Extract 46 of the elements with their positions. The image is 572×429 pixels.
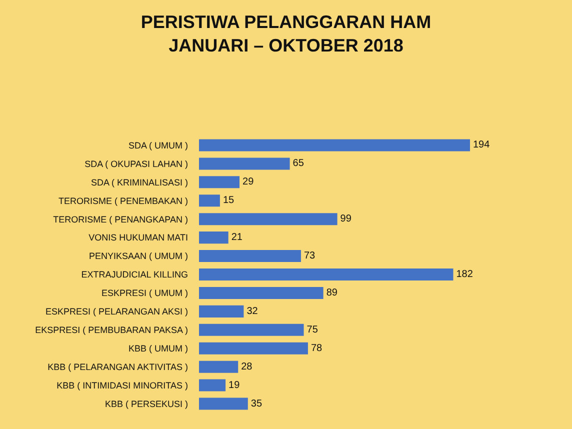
data-label: 194 — [473, 140, 490, 151]
data-label: 78 — [310, 342, 323, 354]
data-label: 35 — [250, 398, 262, 410]
bar — [199, 194, 220, 207]
data-label: 65 — [292, 158, 304, 170]
bar — [199, 268, 454, 280]
bar — [199, 360, 238, 373]
data-label: 89 — [326, 287, 338, 298]
y-tick-label: EKSPRESI ( PEMBUBARAN PAKSA ) — [35, 325, 188, 336]
data-label: 99 — [340, 214, 352, 225]
data-label: 75 — [306, 324, 318, 336]
bar — [199, 213, 338, 226]
y-tick-label: SDA ( KRIMINALISASI ) — [90, 177, 188, 188]
data-label: 21 — [231, 232, 243, 244]
data-label: 29 — [242, 176, 254, 188]
y-tick-label: SDA ( UMUM ) — [128, 140, 188, 150]
y-tick-label: ESKPRESI ( PELARANGAN AKSI ) — [45, 306, 188, 317]
data-label: 32 — [246, 306, 258, 317]
bar — [199, 232, 228, 244]
bar — [199, 342, 308, 354]
y-tick-label: KBB ( PELARANGAN AKTIVITAS ) — [48, 362, 188, 372]
bar — [199, 176, 240, 188]
y-tick-label: SDA ( OKUPASI LAHAN ) — [84, 158, 188, 169]
bar — [199, 398, 248, 410]
bar — [199, 158, 290, 170]
y-tick-label: KBB ( INTIMIDASI MINORITAS ) — [56, 380, 188, 390]
y-tick-label: TERORISME ( PENEMBAKAN ) — [58, 196, 188, 206]
y-tick-label: VONIS HUKUMAN MATI — [88, 232, 188, 243]
chart-title: PERISTIWA PELANGGARAN HAM JANUARI – OKTOBER 2018 — [140, 12, 432, 56]
bar — [199, 379, 226, 392]
data-label: 28 — [241, 361, 253, 372]
y-tick-label: TERORISME ( PENANGKAPAN ) — [53, 214, 188, 224]
data-label: 15 — [222, 195, 235, 206]
bar — [199, 250, 301, 262]
bar — [199, 286, 324, 299]
y-tick-label: KBB ( PERSEKUSI ) — [104, 398, 188, 409]
data-label: 182 — [456, 269, 474, 280]
y-tick-label: ESKPRESI ( UMUM ) — [101, 288, 188, 298]
data-label: 73 — [304, 250, 316, 262]
data-label: 19 — [228, 380, 240, 391]
bar — [199, 305, 244, 318]
y-tick-label: PENYIKSAAN ( UMUM ) — [88, 251, 188, 262]
y-tick-label: EXTRAJUDICIAL KILLING — [81, 270, 188, 280]
y-tick-label: KBB ( UMUM ) — [128, 344, 188, 354]
bar — [199, 324, 304, 336]
bar — [199, 139, 470, 152]
